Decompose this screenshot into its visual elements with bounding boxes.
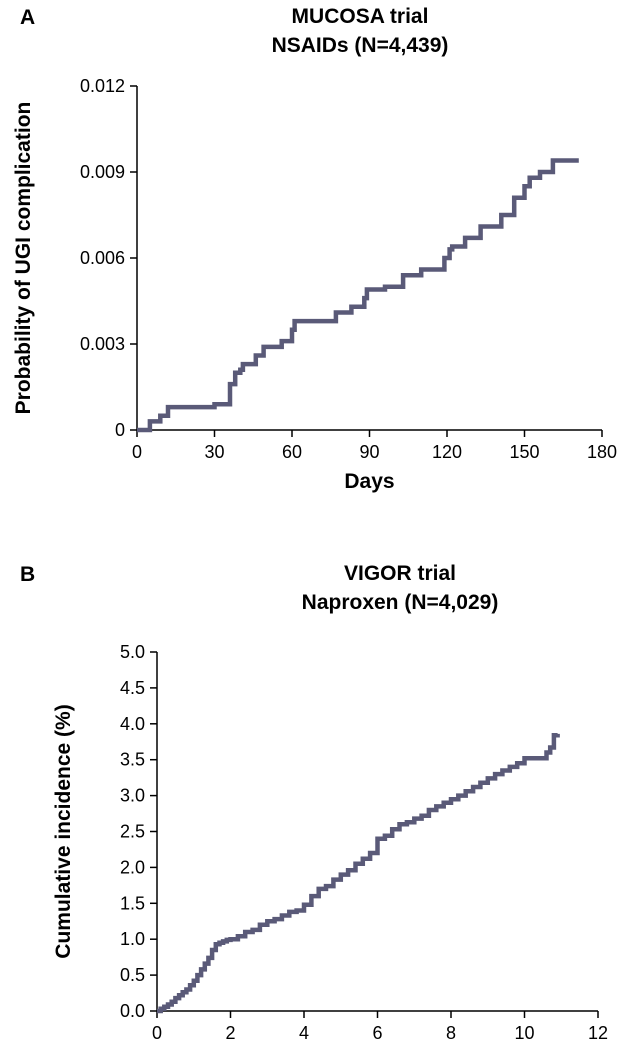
chart-a-x-tick-label: 0 (132, 442, 142, 462)
chart-a-title-line1: MUCOSA trial (291, 5, 429, 28)
chart-b-y-tick-label: 3.5 (120, 750, 145, 770)
chart-b-x-tick-label: 12 (588, 1023, 608, 1043)
chart-a-x-tick-label: 180 (587, 442, 617, 462)
panel-a: A MUCOSA trial NSAIDs (N=4,439) 0 30 60 90 1… (0, 0, 623, 520)
chart-a-y-axis-label: Probability of UGI complication (12, 102, 35, 415)
chart-b-x-tick-label: 0 (152, 1023, 162, 1043)
chart-a-x-tick-label: 60 (282, 442, 302, 462)
chart-b-y-tick-label: 1.0 (120, 929, 145, 949)
chart-a-plot: 0 30 60 90 120 150 180 0 0.003 0.006 0.009 0.012 Day… (12, 76, 617, 493)
chart-b-y-axis-label: Cumulative incidence (%) (52, 704, 75, 958)
chart-b-x-tick-label: 2 (225, 1023, 235, 1043)
chart-a-y-tick-label: 0.003 (80, 334, 125, 354)
chart-a-x-axis-label: Days (344, 470, 394, 493)
chart-b-y-tick-label: 0.5 (120, 965, 145, 985)
chart-a-y-tick-label: 0.009 (80, 162, 125, 182)
chart-a-y-tick-label: 0 (115, 420, 125, 440)
chart-b-title-line1: VIGOR trial (343, 562, 457, 585)
chart-b-series-line-0 (157, 733, 560, 1014)
chart-b-x-tick-label: 8 (446, 1023, 456, 1043)
chart-a-x-tick-label: 30 (204, 442, 224, 462)
chart-b-y-tick-label: 1.5 (120, 893, 145, 913)
chart-b-y-tick-label: 4.5 (120, 678, 145, 698)
chart-a-title: MUCOSA trial NSAIDs (N=4,439) (200, 2, 520, 60)
panel-b-letter: B (20, 563, 36, 586)
chart-a-y-tick-label: 0.012 (80, 76, 125, 96)
chart-b-x-tick-label: 6 (372, 1023, 382, 1043)
chart-a-y-tick-label: 0.006 (80, 248, 125, 268)
chart-b-x-tick-label: 4 (299, 1023, 309, 1043)
chart-b-y-tick-label: 2.0 (120, 857, 145, 877)
chart-b-x-tick-label: 10 (514, 1023, 534, 1043)
panel-b: B VIGOR trial Naproxen (N=4,029) 0 2 4 6 8 10… (0, 520, 623, 1044)
chart-a-x-tick-label: 120 (432, 442, 462, 462)
chart-b-y-tick-label: 3.0 (120, 786, 145, 806)
chart-b-y-tick-label: 2.5 (120, 822, 145, 842)
chart-a-x-tick-label: 150 (509, 442, 539, 462)
chart-b-title: VIGOR trial Naproxen (N=4,029) (240, 559, 560, 617)
panel-a-letter: A (20, 6, 36, 29)
chart-b-y-tick-label: 0.0 (120, 1001, 145, 1021)
chart-a-x-tick-label: 90 (359, 442, 379, 462)
chart-b-title-line2: Naproxen (N=4,029) (301, 591, 499, 614)
chart-a-series-line-0 (137, 158, 579, 433)
chart-a-title-line2: NSAIDs (N=4,439) (271, 34, 449, 57)
chart-b-y-tick-label: 4.0 (120, 714, 145, 734)
chart-b-y-tick-label: 5.0 (120, 642, 145, 662)
chart-b-plot: 0 2 4 6 8 10 12 0.0 0.5 1.0 1.5 2.0 2.5 3.0 3.5 4.0 4.5 5… (52, 642, 608, 1043)
